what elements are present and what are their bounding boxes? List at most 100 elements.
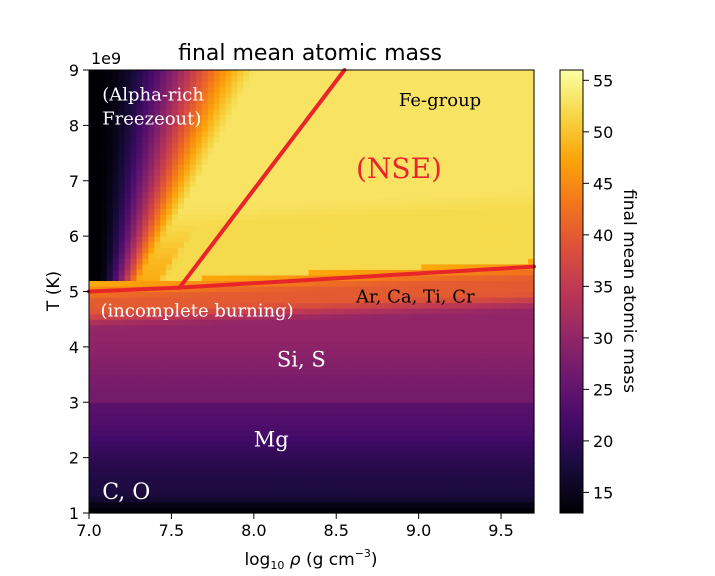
heatmap-cell [195,291,203,298]
heatmap-cell [172,479,179,486]
heatmap-cell [213,247,221,254]
heatmap-cell [94,92,102,99]
heatmap-cell [89,324,96,331]
heatmap-cell [166,258,173,265]
heatmap-cell [433,291,440,298]
heatmap-cell [421,429,428,437]
heatmap-cell [332,147,339,154]
heatmap-cell [397,119,405,126]
heatmap-cell [403,457,410,464]
heatmap-cell [106,435,114,442]
heatmap-cell [338,319,345,326]
heatmap-cell [106,180,114,187]
heatmap-cell [415,352,422,359]
heatmap-cell [278,208,286,215]
heatmap-cell [213,407,221,414]
heatmap-cell [130,396,138,403]
heatmap-cell [136,391,143,398]
heatmap-cell [361,269,369,276]
heatmap-cell [154,75,161,82]
heatmap-cell [373,413,381,420]
heatmap-cell [284,429,292,437]
heatmap-cell [154,496,161,503]
heatmap-cell [89,474,96,481]
heatmap-cell [160,308,167,315]
heatmap-cell [130,335,138,342]
heatmap-cell [332,313,339,320]
heatmap-cell [350,291,357,298]
heatmap-cell [124,241,132,248]
heatmap-cell [433,136,440,143]
heatmap-cell [344,457,351,464]
heatmap-cell [397,485,405,492]
heatmap-cell [124,346,132,354]
heatmap-cell [130,424,138,431]
heatmap-cell [160,136,167,143]
heatmap-cell [397,374,405,381]
heatmap-cell [255,308,262,315]
heatmap-cell [385,407,393,414]
heatmap-cell [172,186,179,193]
heatmap-cell [189,391,197,398]
heatmap-cell [118,153,126,160]
heatmap-cell [237,274,244,282]
heatmap-cell [367,441,375,448]
heatmap-cell [350,413,357,420]
heatmap-cell [439,225,446,232]
heatmap-cell [403,308,410,315]
heatmap-cell [385,441,393,448]
heatmap-cell [130,380,138,387]
heatmap-cell [439,335,446,342]
heatmap-cell [379,346,387,354]
heatmap-cell [344,413,351,420]
heatmap-cell [403,81,410,88]
heatmap-cell [89,479,96,486]
heatmap-cell [391,396,399,403]
heatmap-cell [261,75,268,82]
heatmap-cell [450,319,458,326]
heatmap-cell [255,219,262,226]
heatmap-cell [219,202,227,210]
heatmap-cell [172,352,179,359]
heatmap-cell [142,97,149,104]
heatmap-cell [421,97,428,104]
heatmap-cell [136,485,143,492]
heatmap-cell [118,507,126,514]
heatmap-cell [415,435,422,442]
heatmap-cell [106,341,114,348]
heatmap-cell [148,219,155,226]
heatmap-cell [100,147,108,154]
heatmap-cell [338,485,345,492]
heatmap-cell [320,302,327,309]
heatmap-cell [195,341,203,348]
heatmap-cell [213,346,221,354]
heatmap-cell [356,230,363,237]
heatmap-cell [225,108,232,115]
heatmap-cell [237,92,244,99]
heatmap-cell [433,197,440,204]
heatmap-cell [278,463,286,470]
heatmap-cell [379,263,387,270]
heatmap-cell [391,308,399,315]
heatmap-cell [344,352,351,359]
heatmap-cell [94,363,102,370]
heatmap-cell [243,413,250,420]
heatmap-cell [391,175,399,182]
heatmap-cell [219,70,227,77]
heatmap-cell [154,269,161,276]
heatmap-cell [94,302,102,309]
heatmap-cell [296,153,304,160]
heatmap-cell [207,164,215,171]
heatmap-cell [344,302,351,309]
heatmap-cell [332,125,339,132]
heatmap-cell [267,75,274,82]
heatmap-cell [178,125,185,132]
heatmap-cell [231,263,238,270]
heatmap-cell [189,363,197,370]
heatmap-cell [243,507,250,514]
heatmap-cell [219,407,227,414]
heatmap-cell [320,208,327,215]
heatmap-cell [433,285,440,293]
heatmap-cell [284,468,292,475]
heatmap-cell [112,208,120,215]
